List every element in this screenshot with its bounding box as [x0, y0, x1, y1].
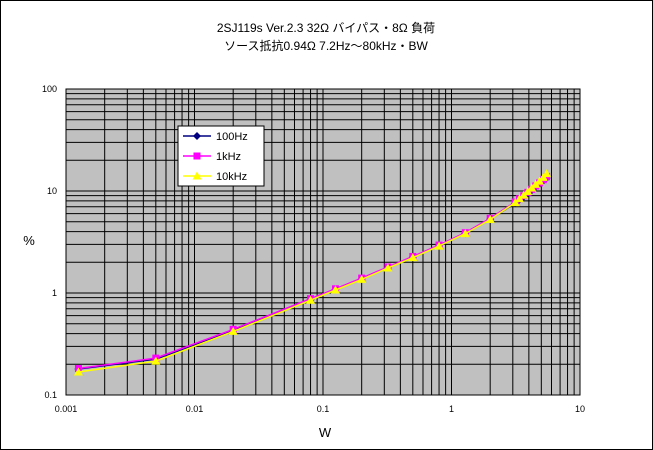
x-axis-label: W: [319, 425, 332, 440]
data-point: [330, 285, 340, 294]
data-point: [485, 215, 495, 224]
series-layer: [73, 169, 552, 376]
y-tick-label: 100: [42, 84, 57, 94]
x-tick-label: 0.1: [317, 404, 330, 414]
y-axis-label: %: [23, 233, 35, 248]
data-point: [542, 169, 552, 178]
data-point: [73, 367, 83, 376]
y-tick-label: 1: [52, 288, 57, 298]
y-tick-label: 0.1: [44, 390, 57, 400]
series-10kHz: [73, 169, 552, 376]
data-point: [228, 326, 238, 335]
data-point: [434, 241, 444, 250]
data-point: [383, 263, 393, 272]
chart-title-line1: 2SJ119s Ver.2.3 32Ω バイパス・8Ω 負荷: [217, 21, 435, 35]
x-tick-label: 10: [575, 404, 585, 414]
y-tick-label: 10: [47, 186, 57, 196]
data-point: [306, 295, 316, 304]
tick-labels: 0.001 0.01 0.1 1 10 0.1 1 10 100: [42, 84, 585, 414]
plot-border: [65, 88, 581, 396]
legend-marker: [193, 132, 201, 140]
legend-label: 1kHz: [216, 151, 241, 163]
x-tick-label: 0.001: [55, 404, 78, 414]
legend-label: 10kHz: [216, 171, 247, 183]
legend-marker: [192, 171, 202, 180]
data-point: [460, 229, 470, 238]
chart-title-line2: ソース抵抗0.94Ω 7.2Hz～80kHz・BW: [224, 38, 428, 53]
legend: 100Hz 1kHz 10kHz: [177, 125, 265, 187]
legend-marker: [193, 152, 201, 160]
data-point: [357, 274, 367, 283]
data-point: [408, 253, 418, 262]
x-tick-label: 0.01: [186, 404, 204, 414]
data-point: [151, 356, 161, 365]
x-tick-label: 1: [449, 404, 454, 414]
gridlines: [66, 89, 580, 395]
data-point: [514, 194, 524, 203]
legend-label: 100Hz: [216, 131, 248, 143]
